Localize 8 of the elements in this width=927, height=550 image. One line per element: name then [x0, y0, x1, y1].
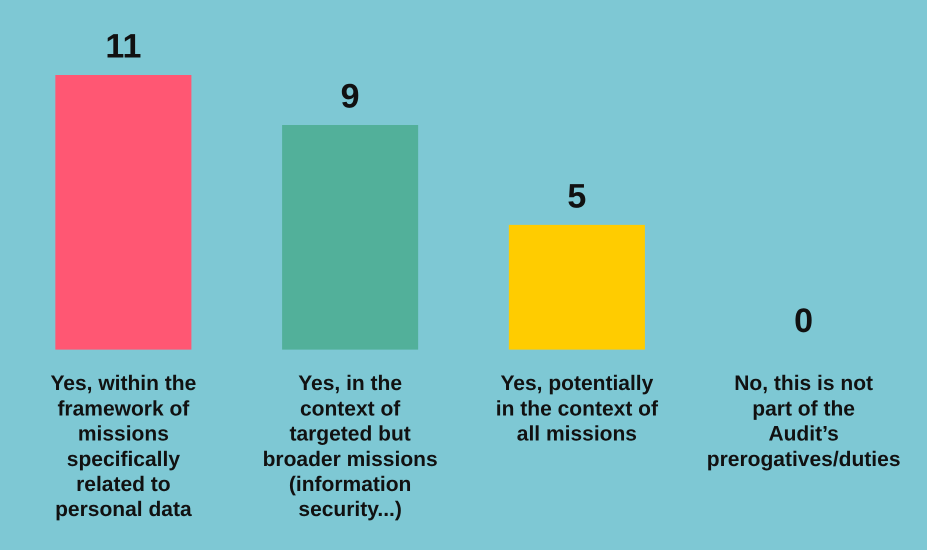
x-tick-label: Yes, potentially in the context of all missions — [496, 372, 659, 446]
x-tick-label: Yes, in the context of targeted but broader missions (information security...) — [262, 372, 438, 522]
data-label: 9 — [340, 77, 360, 116]
data-label: 11 — [105, 27, 142, 66]
x-tick-label: Yes, within the framework of missions specifically related to personal data — [50, 372, 196, 522]
data-label: 0 — [794, 302, 814, 340]
x-tick-label: No, this is not part of the Audit’s prerogatives/duties — [706, 372, 900, 471]
data-label: 5 — [567, 177, 586, 216]
